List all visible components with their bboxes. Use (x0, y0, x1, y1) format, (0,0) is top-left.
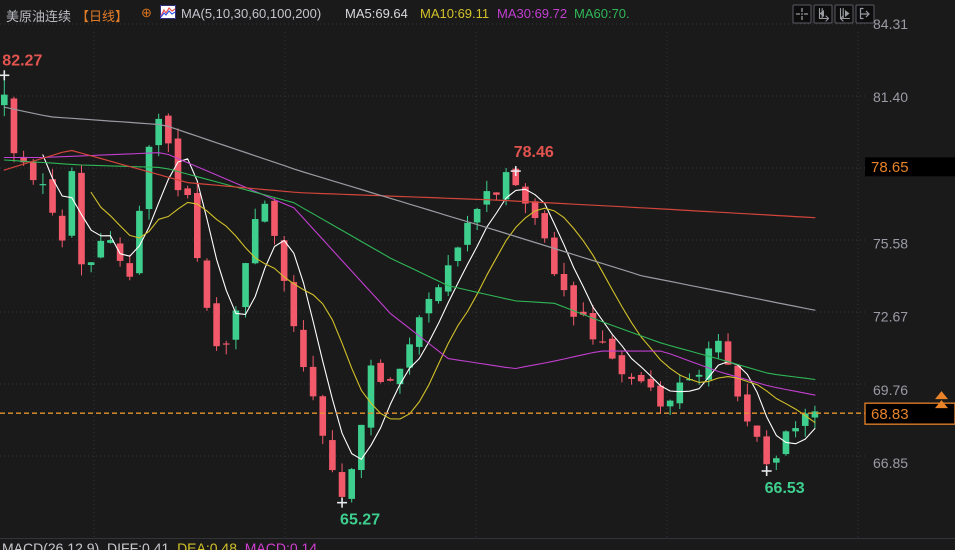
svg-text:78.65: 78.65 (871, 159, 909, 176)
svg-text:69.76: 69.76 (873, 382, 908, 398)
svg-text:68.83: 68.83 (871, 406, 909, 423)
svg-text:84.31: 84.31 (873, 16, 908, 32)
svg-text:66.85: 66.85 (873, 455, 908, 471)
svg-text:66.53: 66.53 (765, 480, 805, 497)
svg-text:72.67: 72.67 (873, 309, 908, 325)
svg-text:65.27: 65.27 (340, 512, 380, 529)
svg-text:75.58: 75.58 (873, 235, 908, 251)
svg-text:78.46: 78.46 (514, 144, 554, 161)
svg-text:81.40: 81.40 (873, 89, 908, 105)
svg-text:82.27: 82.27 (2, 52, 42, 69)
